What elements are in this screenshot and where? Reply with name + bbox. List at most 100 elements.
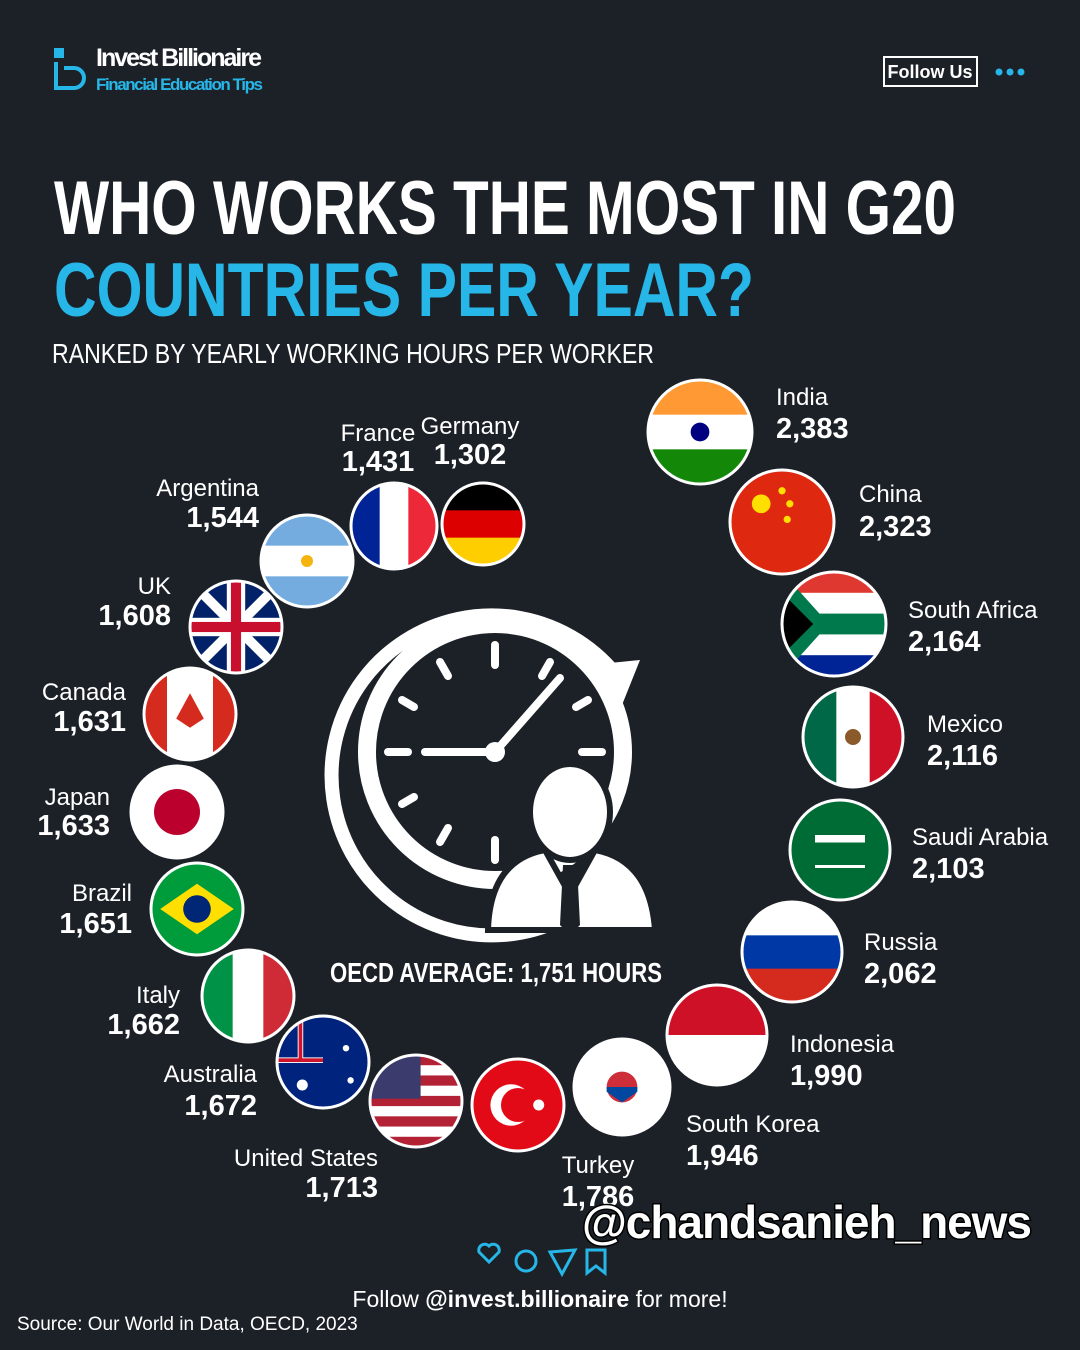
flag: [442, 483, 524, 565]
country-name: Turkey: [562, 1152, 634, 1179]
country-hours: 2,062: [864, 958, 937, 990]
country-hours: 1,633: [37, 810, 110, 842]
logo: [54, 48, 86, 90]
flag-border: [349, 481, 439, 571]
watermark: @chandsanieh_news: [582, 1196, 1032, 1248]
country-name: Argentina: [156, 475, 259, 502]
country-name: Italy: [136, 982, 180, 1009]
country-hours: 2,383: [776, 413, 849, 445]
country-hours: 1,651: [59, 908, 132, 940]
country-name: Japan: [45, 784, 110, 811]
country-name: Germany: [421, 413, 520, 440]
flag-border: [780, 570, 888, 678]
country-hours: 1,631: [53, 706, 126, 738]
country-hours: 2,323: [859, 511, 932, 543]
flag-border: [149, 861, 245, 957]
flag-border: [142, 666, 238, 762]
country-hours: 1,713: [305, 1172, 378, 1204]
country-name: Indonesia: [790, 1031, 895, 1058]
flag-border: [275, 1014, 371, 1110]
handle: @invest.billionaire: [425, 1286, 629, 1312]
flag-border: [129, 764, 225, 860]
country-name: China: [859, 481, 922, 508]
country-hours: 1,544: [186, 502, 259, 534]
flag-border: [740, 900, 844, 1004]
flag-border: [368, 1053, 464, 1149]
title-line2: COUNTRIES PER YEAR?: [54, 248, 754, 333]
country: China 2,323: [728, 468, 932, 576]
flag-border: [646, 378, 754, 486]
clock-icon: [324, 608, 659, 943]
flag: [730, 470, 834, 574]
flag: [574, 1039, 670, 1135]
flag-border: [801, 685, 905, 789]
social-icons: [477, 1242, 607, 1278]
flag-border: [470, 1057, 566, 1153]
flag: [790, 800, 890, 900]
flag-border: [200, 948, 296, 1044]
country-name: South Africa: [908, 597, 1038, 624]
flag: [131, 766, 223, 858]
flag: [151, 863, 243, 955]
flag: [472, 1059, 564, 1151]
country-hours: 2,164: [908, 626, 981, 658]
country-name: United States: [234, 1145, 378, 1172]
country-name: Canada: [42, 679, 127, 706]
follow-footer: Follow @invest.billionaire for more!: [352, 1286, 727, 1312]
brand: Invest Billionaire: [96, 44, 262, 72]
country-name: Australia: [164, 1061, 258, 1088]
country-hours: 1,990: [790, 1060, 863, 1092]
flag: [277, 1016, 369, 1108]
country-name: Mexico: [927, 711, 1003, 738]
country-name: Russia: [864, 929, 938, 956]
country-hours: 1,672: [184, 1090, 257, 1122]
country-hours: 1,946: [686, 1140, 759, 1172]
country-hours: 2,116: [927, 740, 998, 772]
country-name: India: [776, 384, 829, 411]
country-hours: 1,608: [98, 600, 171, 632]
follow-suffix: for more!: [636, 1286, 728, 1312]
country-name: South Korea: [686, 1111, 820, 1138]
tagline: Financial Education Tips: [96, 75, 263, 94]
country: UK1,608: [98, 573, 284, 675]
flag-border: [665, 983, 769, 1087]
follow-text[interactable]: Follow Us: [888, 62, 973, 82]
source: Source: Our World in Data, OECD, 2023: [17, 1314, 358, 1335]
country-hours: 1,662: [107, 1009, 180, 1041]
country-name: France: [341, 420, 416, 447]
more-dots[interactable]: [995, 68, 1025, 76]
title-line1: WHO WORKS THE MOST IN G20: [54, 166, 956, 251]
country-name: Brazil: [72, 880, 132, 907]
flag: [190, 581, 282, 673]
flag-border: [572, 1037, 672, 1137]
oecd-average: OECD AVERAGE: 1,751 HOURS: [330, 957, 662, 988]
flag-border: [188, 579, 284, 675]
follow-button[interactable]: [883, 56, 978, 87]
flag-border: [728, 468, 836, 576]
country-name: Saudi Arabia: [912, 824, 1049, 851]
country-hours: 2,103: [912, 853, 985, 885]
subtitle: RANKED BY YEARLY WORKING HOURS PER WORKE…: [52, 338, 654, 369]
follow-prefix: Follow: [352, 1286, 419, 1312]
country-hours: 1,431: [342, 446, 415, 478]
flag-border: [788, 798, 892, 902]
country-name: UK: [138, 573, 171, 600]
country-hours: 1,302: [434, 439, 507, 471]
flag-border: [440, 481, 526, 567]
